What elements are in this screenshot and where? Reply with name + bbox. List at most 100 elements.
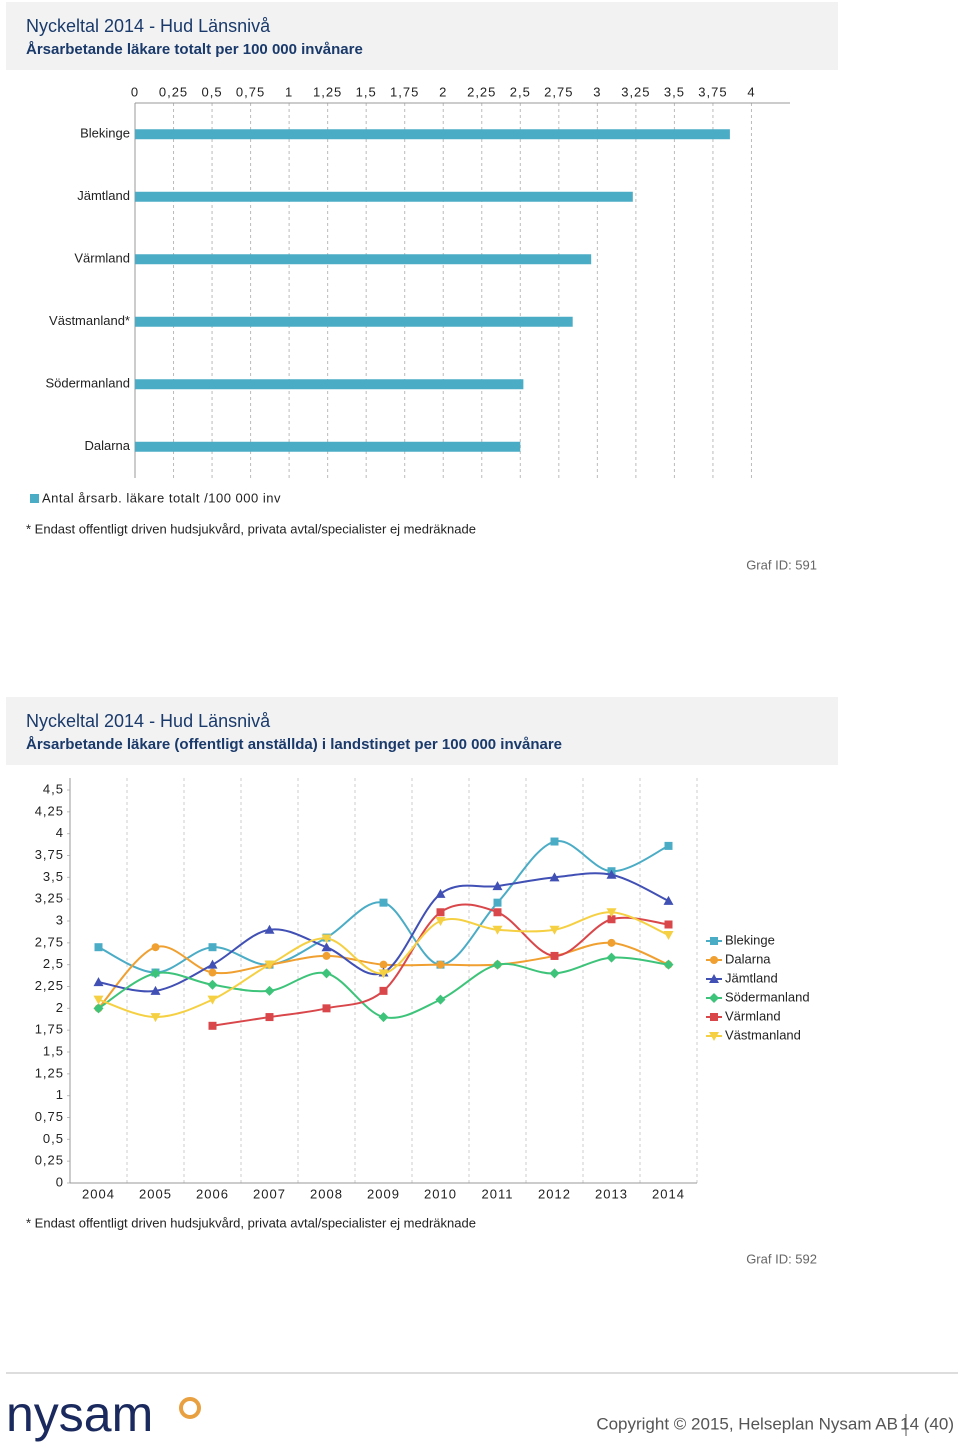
y-tick-label: Jämtland [77, 188, 130, 203]
legend-label: Antal årsarb. läkare totalt /100 000 inv [42, 490, 281, 505]
marker [709, 1032, 719, 1041]
header-box [6, 2, 838, 70]
y-tick-label: 3,25 [35, 891, 64, 906]
marker [435, 917, 446, 926]
x-tick-label: 4 [747, 84, 755, 99]
bar [135, 191, 633, 202]
x-tick-label: 2010 [424, 1186, 457, 1201]
copyright: Copyright © 2015, Helseplan Nysam AB [596, 1414, 898, 1433]
marker [710, 1013, 718, 1021]
marker [94, 943, 103, 952]
marker [710, 937, 718, 945]
logo-icon [179, 1397, 201, 1419]
y-tick-label: 1,5 [43, 1043, 64, 1058]
y-tick-label: 1,75 [35, 1022, 64, 1037]
x-tick-label: 0 [131, 84, 139, 99]
marker [435, 994, 446, 1005]
legend-label: Södermanland [725, 989, 810, 1004]
marker [549, 968, 560, 979]
y-tick-label: Västmanland* [49, 313, 130, 328]
y-tick-label: 0,25 [35, 1153, 64, 1168]
marker [207, 979, 218, 990]
marker [492, 881, 503, 891]
x-tick-label: 2013 [595, 1186, 628, 1201]
marker [208, 968, 217, 977]
marker [709, 974, 719, 983]
marker [663, 959, 674, 970]
x-tick-label: 2004 [82, 1186, 115, 1201]
x-tick-label: 2014 [652, 1186, 685, 1201]
marker [709, 993, 719, 1003]
legend-label: Blekinge [725, 932, 775, 947]
x-tick-label: 3 [593, 84, 601, 99]
y-tick-label: Dalarna [84, 438, 130, 453]
chart-subtitle: Årsarbetande läkare (offentligt anställd… [26, 736, 562, 753]
y-tick-label: 3,75 [35, 847, 64, 862]
x-tick-label: 2 [439, 84, 447, 99]
x-tick-label: 2,25 [467, 84, 496, 99]
marker [379, 898, 388, 907]
y-tick-label: 4,25 [35, 803, 64, 818]
marker [322, 951, 331, 960]
chart-subtitle: Årsarbetande läkare totalt per 100 000 i… [26, 41, 363, 58]
marker [264, 985, 275, 996]
marker [710, 956, 718, 964]
marker [150, 985, 161, 995]
logo: nysam [6, 1386, 153, 1442]
marker [493, 908, 502, 917]
marker [492, 925, 503, 935]
y-tick-label: 4,5 [43, 781, 64, 796]
marker [492, 959, 503, 970]
marker [550, 837, 559, 846]
footnote: * Endast offentligt driven hudsjukvård, … [26, 521, 476, 536]
y-tick-label: 2,25 [35, 978, 64, 993]
x-tick-label: 1,5 [356, 84, 377, 99]
y-tick-label: 1 [56, 1087, 64, 1102]
x-tick-label: 2006 [196, 1186, 229, 1201]
y-tick-label: 2,75 [35, 934, 64, 949]
x-tick-label: 1 [285, 84, 293, 99]
marker [93, 1003, 104, 1014]
marker [322, 1004, 331, 1013]
marker [436, 960, 445, 969]
marker [606, 869, 617, 879]
y-tick-label: 4 [56, 825, 64, 840]
y-tick-label: Blekinge [80, 126, 130, 141]
graph-id: Graf ID: 591 [746, 557, 817, 572]
x-tick-label: 2008 [310, 1186, 343, 1201]
marker [378, 969, 389, 979]
y-tick-label: 1,25 [35, 1065, 64, 1080]
marker [379, 960, 388, 969]
x-tick-label: 1,75 [390, 84, 419, 99]
y-tick-label: 2,5 [43, 956, 64, 971]
marker [549, 872, 560, 882]
legend-swatch [30, 494, 39, 503]
page-number: 14 (40) [900, 1414, 954, 1433]
marker [150, 968, 161, 979]
x-tick-label: 3,75 [698, 84, 727, 99]
marker [663, 930, 674, 940]
marker [663, 895, 674, 905]
bar [135, 129, 730, 140]
marker [264, 960, 275, 970]
marker [321, 934, 332, 944]
y-tick-label: 0,75 [35, 1109, 64, 1124]
marker [664, 841, 673, 850]
y-tick-label: 0 [56, 1174, 64, 1189]
marker [436, 908, 445, 917]
marker [93, 995, 104, 1005]
x-tick-label: 2005 [139, 1186, 172, 1201]
legend-label: Jämtland [725, 970, 778, 985]
x-tick-label: 2007 [253, 1186, 286, 1201]
marker [93, 977, 104, 987]
marker [549, 925, 560, 935]
bar [135, 254, 592, 265]
marker [321, 942, 332, 952]
x-tick-label: 2011 [482, 1186, 514, 1201]
footnote: * Endast offentligt driven hudsjukvård, … [26, 1215, 476, 1230]
bar [135, 441, 521, 452]
chart-title: Nyckeltal 2014 - Hud Länsnivå [26, 16, 271, 36]
marker [378, 1012, 389, 1023]
marker [607, 938, 616, 947]
